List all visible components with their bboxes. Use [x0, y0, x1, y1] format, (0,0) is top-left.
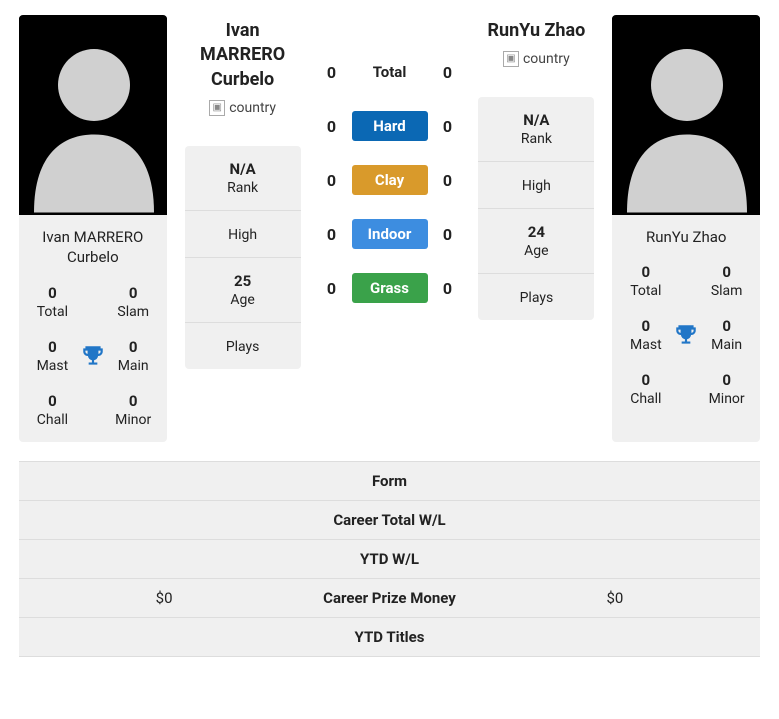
player2-summary: RunYu Zhao ▣ country N/ARank High 24Age … [478, 15, 594, 442]
h2h-indoor: 0 Indoor 0 [318, 219, 462, 249]
p1-high: High [185, 211, 301, 258]
p2-high: High [478, 162, 594, 209]
row-career-wl: Career Total W/L [19, 500, 760, 540]
player1-card: Ivan MARRERO Curbelo 0Total 0Slam 0Mast … [19, 15, 167, 442]
h2h-hard: 0 Hard 0 [318, 111, 462, 141]
p1-rank: N/ARank [185, 146, 301, 211]
player1-stats: N/ARank High 25Age Plays [185, 146, 301, 369]
player2-card: RunYu Zhao 0Total 0Slam 0Mast 0Main 0Cha… [612, 15, 760, 442]
trophy-icon [80, 343, 106, 369]
p2-plays: Plays [478, 274, 594, 320]
row-prize: $0 Career Prize Money $0 [19, 578, 760, 618]
head-to-head-panel: Ivan MARRERO Curbelo 0Total 0Slam 0Mast … [19, 15, 760, 442]
row-ytd-wl: YTD W/L [19, 539, 760, 579]
player1-photo [19, 15, 167, 215]
player1-summary: Ivan MARRERO Curbelo ▣ country N/ARank H… [185, 15, 301, 442]
comparison-table: Form Career Total W/L YTD W/L $0 Career … [19, 461, 760, 657]
player2-name: RunYu Zhao [612, 215, 760, 255]
player1-heading: Ivan MARRERO Curbelo [185, 15, 301, 100]
player2-titles: 0Total 0Slam 0Mast 0Main 0Chall 0Minor [612, 255, 760, 421]
surface-h2h: 0 Total 0 0 Hard 0 0 Clay 0 0 Indoor 0 0… [319, 15, 461, 442]
row-form: Form [19, 461, 760, 501]
p2-main: 0Main [699, 317, 754, 353]
player2-flag: ▣ country [478, 51, 594, 97]
p1-chall: 0Chall [25, 392, 80, 428]
player1-name: Ivan MARRERO Curbelo [19, 215, 167, 276]
player1-titles: 0Total 0Slam 0Mast 0Main 0Chall 0Minor [19, 276, 167, 442]
p1-plays: Plays [185, 323, 301, 369]
player2-heading: RunYu Zhao [478, 15, 594, 51]
p1-minor: 0Minor [106, 392, 161, 428]
p1-slam: 0Slam [106, 284, 161, 320]
player1-flag: ▣ country [185, 100, 301, 146]
h2h-grass: 0 Grass 0 [318, 273, 462, 303]
broken-image-icon: ▣ [209, 100, 225, 116]
p1-main: 0Main [106, 338, 161, 374]
p2-minor: 0Minor [699, 371, 754, 407]
row-ytd-titles: YTD Titles [19, 617, 760, 657]
p2-rank: N/ARank [478, 97, 594, 162]
p2-total: 0Total [618, 263, 673, 299]
trophy-icon [673, 322, 699, 348]
p2-slam: 0Slam [699, 263, 754, 299]
p2-chall: 0Chall [618, 371, 673, 407]
p2-age: 24Age [478, 209, 594, 274]
h2h-total: 0 Total 0 [318, 57, 462, 87]
player2-stats: N/ARank High 24Age Plays [478, 97, 594, 320]
p1-total: 0Total [25, 284, 80, 320]
broken-image-icon: ▣ [503, 51, 519, 67]
p2-mast: 0Mast [618, 317, 673, 353]
p1-age: 25Age [185, 258, 301, 323]
player2-photo [612, 15, 760, 215]
p1-mast: 0Mast [25, 338, 80, 374]
h2h-clay: 0 Clay 0 [318, 165, 462, 195]
